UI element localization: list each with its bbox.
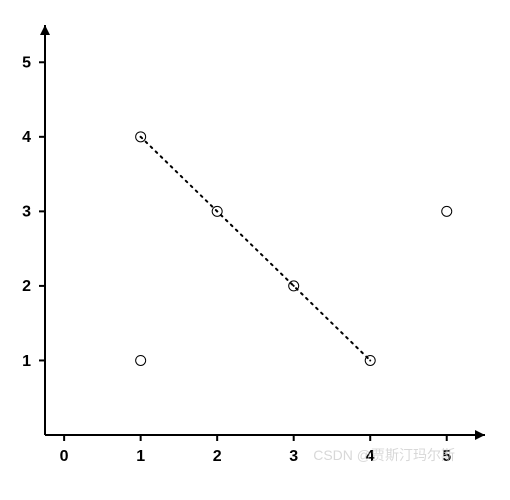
x-tick-label: 3	[289, 448, 298, 465]
y-tick-label: 5	[22, 55, 31, 72]
scatter-chart: 0 1 2 3 4 5 1 2 3 4 5	[0, 0, 510, 500]
y-tick-label: 4	[22, 129, 31, 146]
x-tick-label: 1	[136, 448, 145, 465]
data-point	[136, 132, 146, 142]
x-tick-label: 0	[60, 448, 69, 465]
data-point	[442, 206, 452, 216]
x-tick-label: 2	[213, 448, 222, 465]
x-arrow-icon	[475, 430, 485, 440]
x-tick-label: 5	[442, 448, 451, 465]
x-tick-label: 4	[366, 448, 375, 465]
y-tick-label: 1	[22, 353, 31, 370]
y-arrow-icon	[40, 25, 50, 35]
data-point	[365, 355, 375, 365]
y-tick-label: 3	[22, 204, 31, 221]
y-tick-label: 2	[22, 278, 31, 295]
fit-line	[141, 137, 371, 361]
chart-container: 01234512345 CSDN @贾斯汀玛尔斯	[0, 0, 510, 500]
data-point	[136, 355, 146, 365]
data-point	[212, 206, 222, 216]
data-point	[289, 281, 299, 291]
